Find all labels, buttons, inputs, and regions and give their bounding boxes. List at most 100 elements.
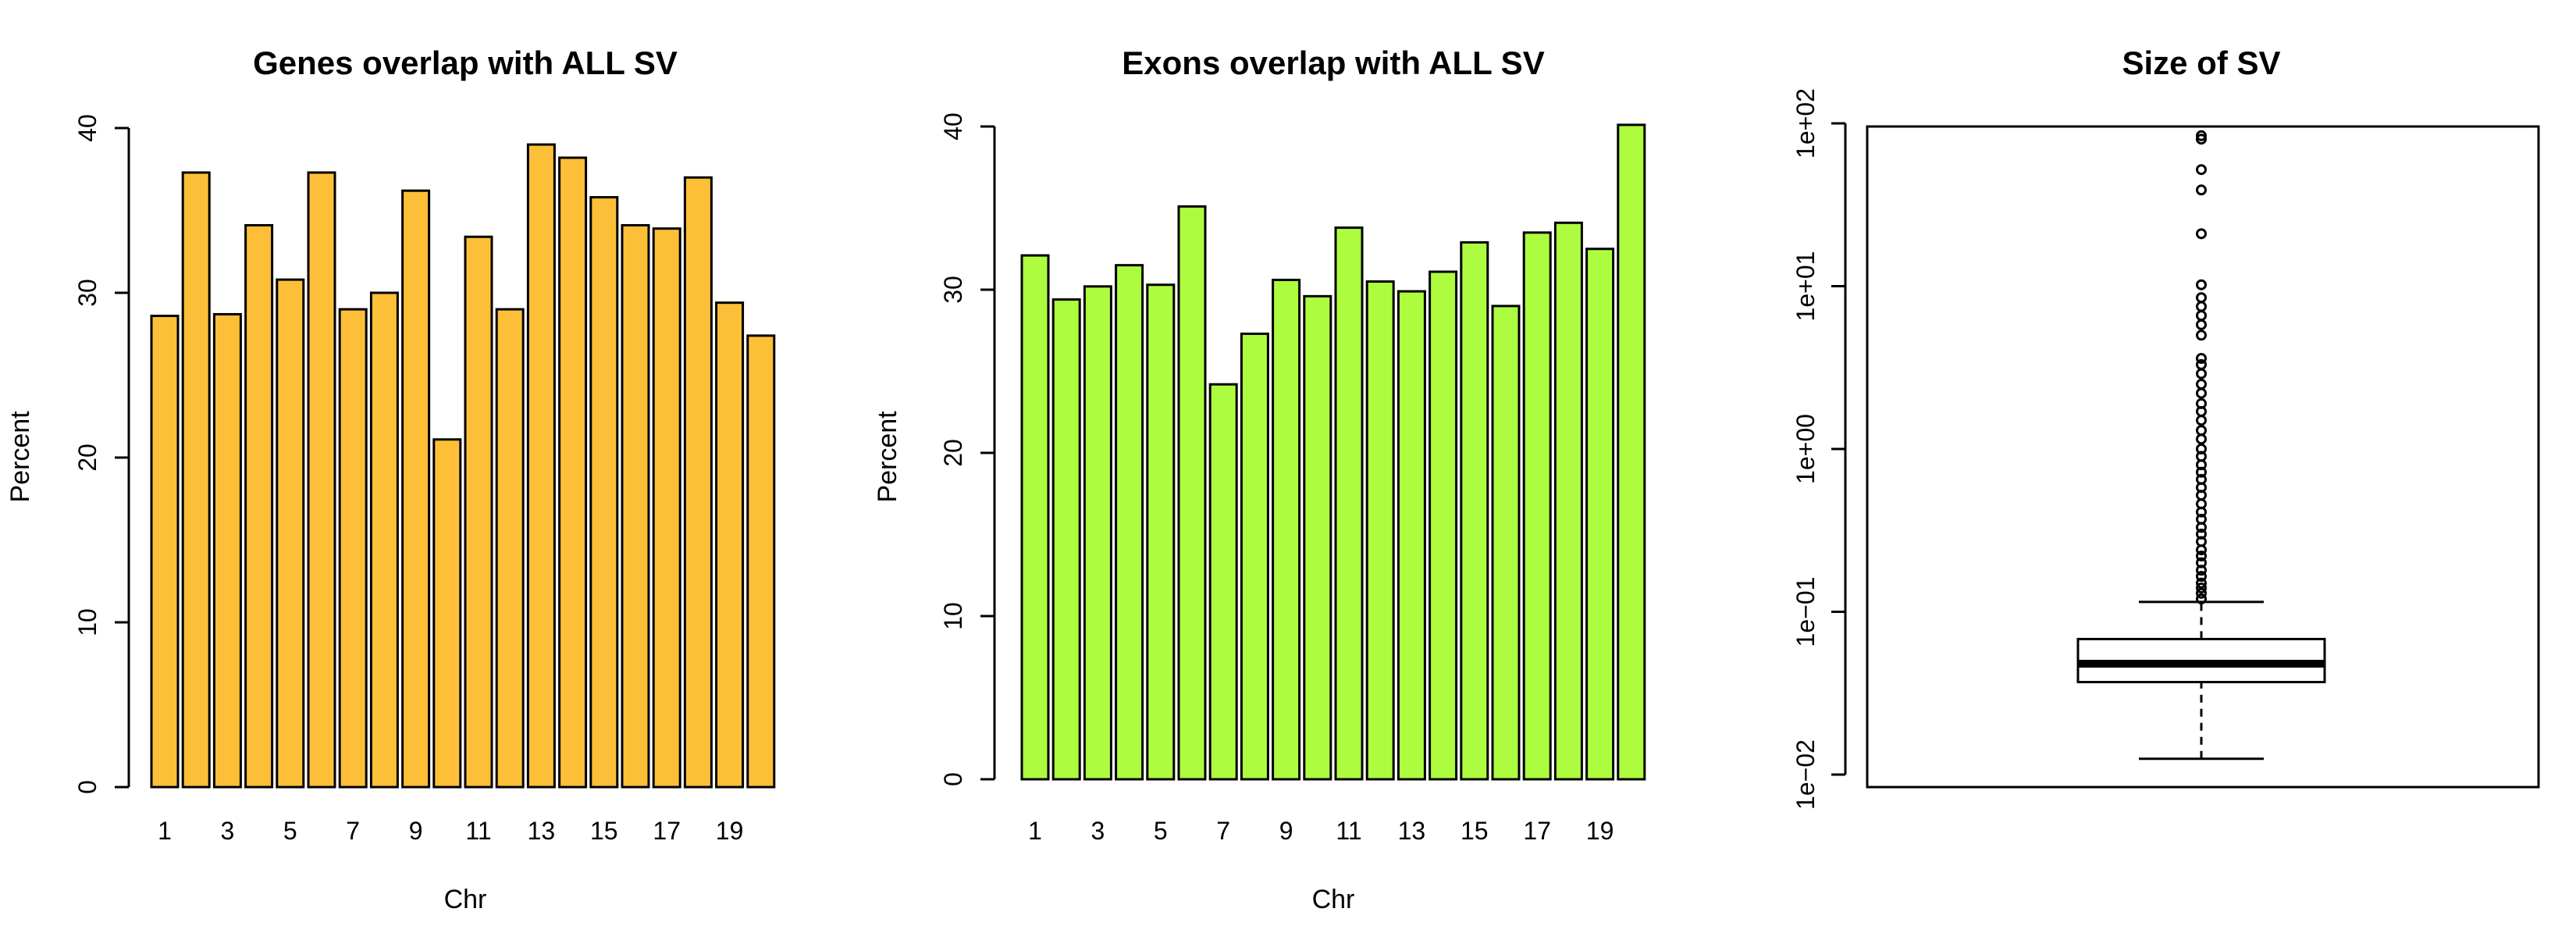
bar: [338, 308, 368, 789]
bar: [1491, 305, 1521, 781]
x-tick-label: 15: [590, 817, 618, 845]
bar: [495, 308, 525, 789]
outlier-point: [2196, 228, 2207, 240]
bar: [212, 312, 242, 789]
y-tick-label: 1e−01: [1791, 577, 1820, 647]
outlier-point: [2196, 319, 2207, 330]
outlier-point: [2196, 387, 2207, 399]
bar: [526, 143, 556, 789]
bars: [1020, 123, 1646, 781]
x-tick-label: 13: [528, 817, 556, 845]
bar: [369, 291, 399, 789]
bar: [464, 235, 493, 789]
y-axis-label: Percent: [5, 411, 35, 503]
y-tick-label: 1e+01: [1791, 251, 1820, 322]
bar: [1397, 290, 1426, 781]
y-tick-label: 20: [73, 444, 101, 472]
outlier-point: [2196, 353, 2207, 365]
x-tick-label: 7: [346, 817, 360, 845]
bar: [1051, 298, 1081, 781]
outlier-point: [2196, 593, 2207, 604]
bar: [621, 223, 650, 789]
bar: [1083, 285, 1112, 781]
outlier-point: [2196, 184, 2207, 196]
bar: [1240, 332, 1269, 781]
y-tick-label: 0: [73, 780, 101, 794]
bar: [558, 156, 588, 789]
plot-frame: [1866, 125, 2540, 789]
y-tick-label: 1e−02: [1791, 739, 1820, 810]
y-axis: 0 10 20 30 40: [73, 114, 130, 794]
outlier-point: [2196, 583, 2207, 594]
bar: [432, 438, 462, 789]
outlier-point: [2196, 368, 2207, 379]
x-axis-label: Chr: [1312, 885, 1355, 914]
x-tick-label: 11: [1336, 817, 1361, 845]
bar: [715, 301, 745, 789]
x-tick-label: 9: [1279, 817, 1293, 845]
bar: [1617, 123, 1646, 781]
x-tick-label: 13: [1398, 817, 1426, 845]
x-tick-labels: 1 3 5 7 9 11 13 15 17 19: [1028, 817, 1614, 845]
y-tick-label: 1e+00: [1791, 414, 1820, 484]
x-tick-label: 1: [1028, 817, 1042, 845]
y-tick-label: 0: [939, 772, 967, 786]
bar: [307, 171, 336, 789]
x-tick-label: 1: [158, 817, 172, 845]
bar: [683, 176, 713, 789]
outlier-point: [2196, 330, 2207, 341]
y-tick-label: 40: [73, 114, 101, 142]
y-axis: 1e−02 1e−01 1e+00 1e+01 1e+02: [1791, 88, 1847, 810]
bar: [1585, 248, 1615, 781]
outlier-point: [2196, 279, 2207, 290]
y-axis: 0 10 20 30 40: [939, 112, 996, 786]
y-axis-label: Percent: [873, 411, 902, 503]
outlier-point: [2196, 577, 2207, 589]
chart-exons-overlap: Exons overlap with ALL SV Percent Chr 0 1…: [873, 45, 1646, 914]
x-tick-label: 17: [653, 817, 681, 845]
outlier-point: [2196, 514, 2207, 526]
y-tick-label: 10: [73, 608, 101, 636]
y-tick-label: 30: [73, 279, 101, 307]
outlier-point: [2196, 415, 2207, 426]
outlier-point: [2196, 358, 2207, 370]
outlier-points: [2196, 130, 2207, 604]
x-tick-label: 15: [1461, 817, 1489, 845]
x-tick-label: 3: [221, 817, 235, 845]
bar: [150, 315, 180, 789]
x-tick-label: 3: [1091, 817, 1105, 845]
outlier-point: [2196, 571, 2207, 583]
bar: [1460, 240, 1489, 781]
bar: [746, 334, 776, 789]
outlier-point: [2196, 397, 2207, 409]
outlier-point: [2196, 444, 2207, 454]
x-tick-label: 7: [1216, 817, 1230, 845]
outlier-point: [2196, 164, 2207, 176]
x-tick-label: 9: [409, 817, 423, 845]
bar: [1208, 383, 1238, 781]
x-tick-label: 17: [1523, 817, 1551, 845]
bar: [1334, 226, 1364, 781]
chart-title: Exons overlap with ALL SV: [1122, 45, 1544, 81]
y-tick-label: 10: [939, 602, 967, 630]
boxplot: [2076, 600, 2326, 761]
outlier-point: [2196, 433, 2207, 445]
x-tick-labels: 1 3 5 7 9 11 13 15 17 19: [158, 817, 743, 845]
bar: [1522, 231, 1552, 781]
outlier-point: [2196, 474, 2207, 486]
bar: [1303, 294, 1332, 781]
bar: [1146, 283, 1176, 781]
chart-size-of-sv: Size of SV 1e−02 1e−01 1e+00 1e+01 1e+02: [1791, 45, 2540, 810]
bar: [589, 196, 619, 789]
outlier-point: [2196, 130, 2207, 141]
chart-genes-overlap: Genes overlap with ALL SV Percent Chr 0 1…: [5, 45, 776, 914]
bar: [401, 189, 431, 789]
outlier-point: [2196, 310, 2207, 322]
x-tick-label: 19: [716, 817, 744, 845]
y-tick-label: 1e+02: [1791, 88, 1820, 159]
bar: [181, 171, 211, 789]
y-tick-label: 20: [939, 439, 967, 467]
x-axis-label: Chr: [444, 885, 487, 914]
outlier-point: [2196, 550, 2207, 562]
bar: [1365, 280, 1395, 781]
